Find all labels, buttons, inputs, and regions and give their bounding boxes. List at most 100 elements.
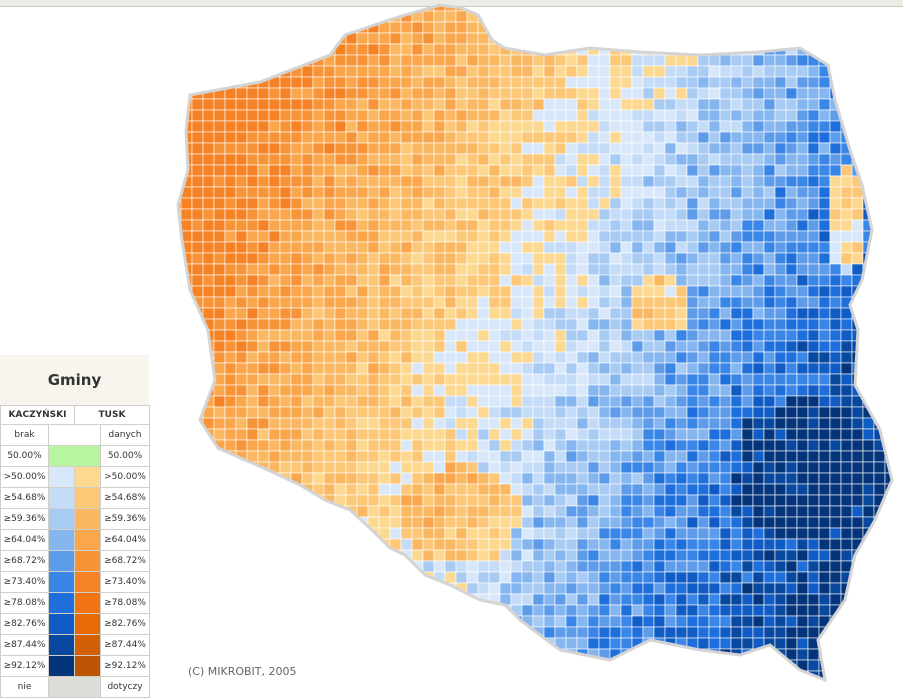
municipality-cell — [863, 682, 874, 693]
municipality-cell — [708, 131, 721, 144]
municipality-cell — [367, 120, 380, 133]
municipality-cell — [873, 65, 886, 78]
municipality-cell — [587, 604, 600, 617]
municipality-cell — [499, 340, 512, 353]
municipality-cell — [301, 307, 314, 320]
municipality-cell — [752, 395, 765, 408]
municipality-cell — [708, 505, 721, 518]
municipality-cell — [532, 175, 545, 188]
municipality-cell — [345, 670, 358, 680]
municipality-cell — [521, 274, 534, 287]
municipality-cell — [422, 329, 435, 342]
municipality-cell — [444, 461, 457, 474]
municipality-cell — [543, 153, 556, 166]
municipality-cell — [708, 461, 721, 474]
municipality-cell — [257, 560, 270, 573]
municipality-cell — [510, 406, 523, 419]
municipality-cell — [279, 274, 292, 287]
municipality-cell — [477, 318, 490, 331]
municipality-cell — [268, 582, 281, 595]
municipality-cell — [774, 505, 787, 518]
municipality-cell — [620, 472, 633, 485]
municipality-cell — [532, 593, 545, 606]
municipality-cell — [279, 351, 292, 364]
municipality-cell — [422, 307, 435, 320]
municipality-cell — [213, 98, 226, 111]
municipality-cell — [752, 21, 765, 34]
municipality-cell — [423, 682, 434, 693]
municipality-cell — [896, 682, 903, 693]
municipality-cell — [191, 197, 204, 210]
municipality-cell — [268, 406, 281, 419]
municipality-cell — [433, 505, 446, 518]
municipality-cell — [488, 516, 501, 529]
municipality-cell — [356, 252, 369, 265]
municipality-cell — [301, 582, 314, 595]
municipality-cell — [675, 241, 688, 254]
municipality-cell — [620, 285, 633, 298]
municipality-cell — [532, 296, 545, 309]
municipality-cell — [312, 538, 325, 551]
municipality-cell — [532, 604, 545, 617]
municipality-cell — [400, 252, 413, 265]
municipality-cell — [620, 395, 633, 408]
municipality-cell — [796, 626, 809, 639]
municipality-cell — [719, 472, 732, 485]
municipality-cell — [642, 373, 655, 386]
municipality-cell — [763, 285, 776, 298]
municipality-cell — [642, 450, 655, 463]
municipality-cell — [279, 571, 292, 584]
municipality-cell — [312, 648, 325, 661]
municipality-cell — [367, 197, 380, 210]
municipality-cell — [345, 186, 358, 199]
municipality-cell — [268, 626, 281, 639]
municipality-cell — [444, 54, 457, 67]
municipality-cell — [873, 549, 886, 562]
municipality-cell — [675, 340, 688, 353]
municipality-cell — [598, 604, 611, 617]
municipality-cell — [752, 65, 765, 78]
municipality-cell — [719, 582, 732, 595]
municipality-cell — [697, 76, 710, 89]
municipality-cell — [752, 483, 765, 496]
municipality-cell — [367, 285, 380, 298]
municipality-cell — [224, 252, 237, 265]
municipality-cell — [554, 373, 567, 386]
municipality-cell — [279, 21, 292, 34]
municipality-cell — [532, 406, 545, 419]
municipality-cell — [565, 483, 578, 496]
municipality-cell — [763, 494, 776, 507]
municipality-cell — [631, 406, 644, 419]
municipality-cell — [642, 307, 655, 320]
municipality-cell — [807, 175, 820, 188]
municipality-cell — [587, 296, 600, 309]
municipality-cell — [521, 219, 534, 232]
municipality-cell — [235, 461, 248, 474]
municipality-cell — [785, 197, 798, 210]
municipality-cell — [686, 32, 699, 45]
municipality-cell — [763, 252, 776, 265]
municipality-cell — [873, 153, 886, 166]
municipality-cell — [235, 648, 248, 661]
municipality-cell — [356, 417, 369, 430]
municipality-cell — [653, 142, 666, 155]
municipality-cell — [620, 274, 633, 287]
municipality-cell — [543, 593, 556, 606]
municipality-cell — [566, 693, 577, 699]
municipality-cell — [235, 439, 248, 452]
municipality-cell — [279, 175, 292, 188]
municipality-cell — [609, 230, 622, 243]
municipality-cell — [807, 461, 820, 474]
municipality-cell — [785, 516, 798, 529]
municipality-cell — [620, 54, 633, 67]
municipality-cell — [884, 131, 892, 144]
municipality-cell — [829, 406, 842, 419]
municipality-cell — [301, 571, 314, 584]
municipality-cell — [444, 373, 457, 386]
municipality-cell — [488, 263, 501, 276]
municipality-cell — [653, 670, 666, 680]
municipality-cell — [818, 461, 831, 474]
municipality-cell — [730, 32, 743, 45]
municipality-cell — [642, 439, 655, 452]
municipality-cell — [896, 341, 903, 352]
